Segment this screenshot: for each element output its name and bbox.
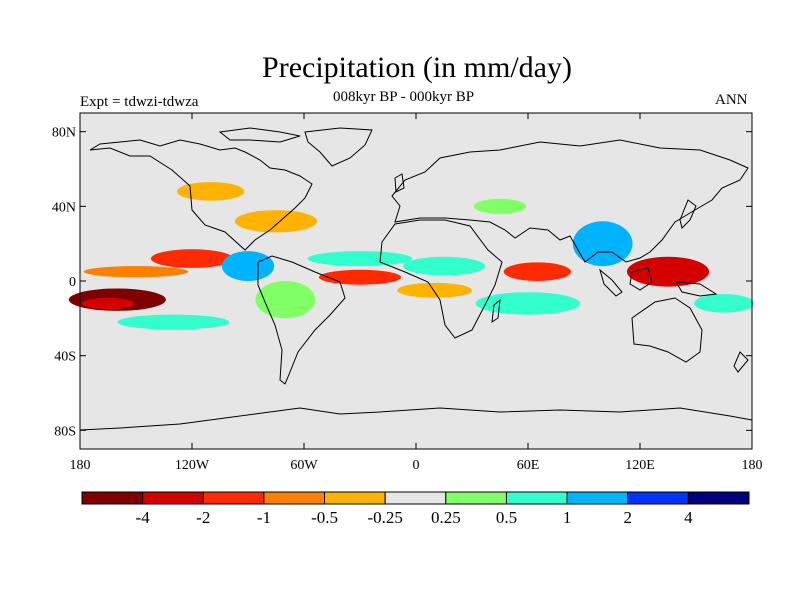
colorbar-swatch-9 — [627, 491, 689, 505]
colorbar-swatch-4 — [324, 491, 386, 505]
coast-africa — [379, 219, 503, 339]
coast-new-guinea — [675, 281, 718, 297]
experiment-label: Expt = tdwzi-tdwza — [80, 94, 199, 110]
lat-tick-label-1: 40N — [52, 200, 76, 215]
anomaly-region-7 — [234, 210, 318, 233]
anomaly-region-6 — [221, 251, 275, 281]
anomaly-region-10 — [307, 251, 413, 267]
anomaly-region-9 — [318, 269, 402, 285]
colorbar-label-9: 4 — [684, 508, 693, 527]
page-title: Precipitation (in mm/day) — [262, 51, 572, 84]
lat-tick-label-2: 0 — [69, 275, 76, 290]
colorbar-label-5: 0.25 — [431, 508, 461, 527]
coast-borneo — [629, 267, 653, 291]
anomaly-region-4 — [117, 314, 230, 330]
anomaly-region-2 — [81, 297, 135, 309]
lon-tick-label-6: 180 — [742, 458, 763, 473]
coast-south-america — [257, 255, 346, 385]
coast-eurasia — [391, 139, 749, 263]
anomaly-region-8 — [255, 281, 316, 319]
colorbar-label-6: 0.5 — [496, 508, 517, 527]
coast-british-isles — [394, 173, 405, 193]
coast-greenland — [304, 127, 373, 167]
colorbar-swatch-0 — [81, 491, 144, 505]
anomaly-region-3 — [83, 266, 189, 278]
anomaly-region-14 — [503, 262, 571, 281]
lon-tick-label-2: 60W — [290, 458, 318, 473]
lat-tick-label-3: 40S — [54, 350, 76, 365]
lon-tick-label-0: 180 — [70, 458, 91, 473]
anomaly-region-12 — [397, 282, 472, 298]
anomaly-region-19 — [473, 198, 527, 214]
period-subtitle: 008kyr BP - 000kyr BP — [333, 89, 475, 105]
colorbar-label-3: -0.5 — [311, 508, 338, 527]
lon-tick-label-3: 0 — [413, 458, 420, 473]
colorbar-swatch-3 — [263, 491, 326, 505]
colorbar-label-0: -4 — [136, 508, 151, 527]
anomaly-region-13 — [475, 292, 581, 315]
season-label: ANN — [715, 92, 748, 108]
anomaly-region-16 — [626, 256, 710, 287]
coast-japan — [679, 199, 697, 229]
colorbar-swatch-6 — [445, 491, 507, 505]
anomaly-region-5 — [150, 249, 234, 268]
coast-australia — [631, 297, 703, 363]
anomaly-layer — [68, 182, 754, 330]
axis-ticks: 180 120W 60W 0 60E 120E 180 80N 40N 0 40S 80S — [52, 113, 763, 473]
colorbar-label-1: -2 — [196, 508, 210, 527]
coast-sumatra — [599, 268, 623, 297]
colorbar-label-7: 1 — [563, 508, 572, 527]
colorbar: -4 -2 -1 -0.5 -0.25 0.25 0.5 1 2 4 — [81, 491, 750, 527]
coast-antarctica — [79, 407, 753, 431]
anomaly-region-11 — [402, 256, 486, 276]
colorbar-label-8: 2 — [623, 508, 632, 527]
colorbar-label-4: -0.25 — [367, 508, 402, 527]
coast-madagascar — [491, 298, 501, 324]
lat-tick-label-4: 80S — [54, 424, 76, 439]
anomaly-region-18 — [177, 182, 245, 201]
colorbar-label-2: -1 — [257, 508, 271, 527]
anomaly-region-17 — [694, 294, 754, 313]
lon-tick-label-5: 120E — [625, 458, 655, 473]
coast-arctic-islands — [218, 127, 301, 143]
colorbar-swatch-2 — [202, 491, 265, 505]
coast-north-america — [89, 139, 313, 251]
coastlines — [79, 127, 753, 431]
colorbar-swatch-10 — [687, 491, 750, 505]
lon-tick-label-1: 120W — [175, 458, 210, 473]
colorbar-swatch-7 — [505, 491, 568, 505]
lat-tick-label-0: 80N — [52, 126, 76, 141]
coast-new-zealand — [733, 351, 749, 373]
lon-tick-label-4: 60E — [517, 458, 540, 473]
colorbar-swatch-5 — [384, 491, 447, 505]
colorbar-swatch-8 — [566, 491, 629, 505]
anomaly-region-15 — [572, 221, 633, 267]
colorbar-swatch-1 — [142, 491, 204, 505]
map-area — [68, 112, 754, 450]
